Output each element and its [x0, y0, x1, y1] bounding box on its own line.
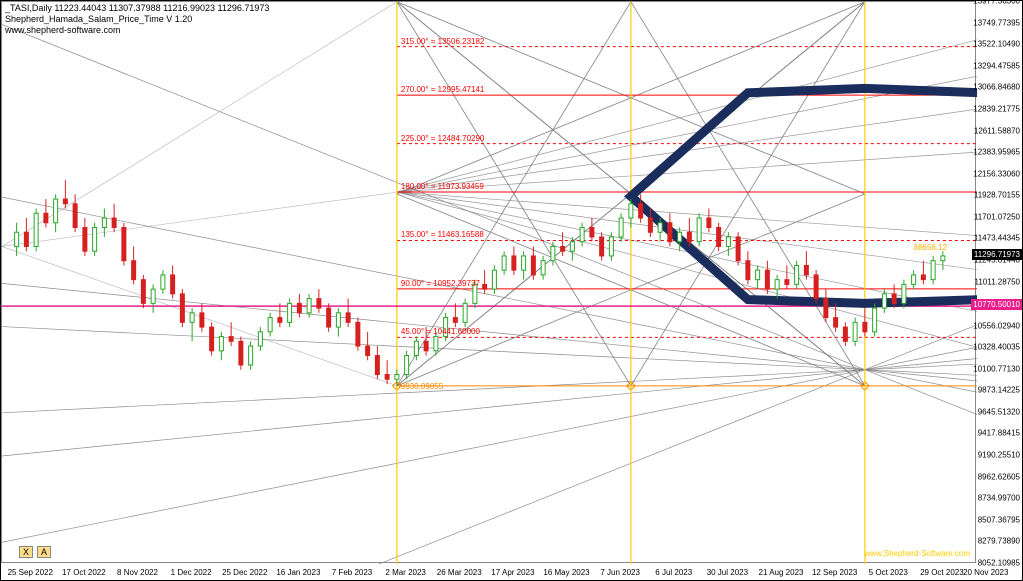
- x-tick: 25 Dec 2022: [222, 568, 267, 577]
- x-tick: 17 Apr 2023: [491, 568, 534, 577]
- y-axis: 13977.36300 13749.77395 13522.10490 13294.4…: [974, 1, 1022, 563]
- gann-level-label: 45.00° = 10441.60000: [401, 327, 480, 336]
- x-button[interactable]: X: [19, 546, 33, 558]
- x-tick: 7 Feb 2023: [332, 568, 372, 577]
- gann-level-label: 270.00° = 12995.47141: [401, 85, 485, 94]
- y-tick: 11011.28750: [974, 278, 1020, 287]
- x-tick: 6 Jul 2023: [655, 568, 692, 577]
- gann-level-label: 90.00° = 10952.39737: [401, 279, 480, 288]
- gann-level-label: 180.00° = 11973.93459: [401, 182, 484, 191]
- x-tick: 25 Sep 2022: [8, 568, 53, 577]
- header-line2: Shepherd_Hamada_Salam_Price_Time V 1.20: [5, 14, 269, 25]
- y-tick: 13066.84680: [973, 83, 1020, 92]
- x-tick: 29 Oct 2023: [920, 568, 964, 577]
- y-tick: 9873.14225: [978, 386, 1020, 395]
- y-tick: 12839.21775: [973, 104, 1020, 113]
- y-tick: 13977.36300: [973, 0, 1020, 6]
- y-tick: 8962.62605: [978, 472, 1020, 481]
- y-tick: 10556.02940: [973, 321, 1020, 330]
- y-tick: 8507.36795: [978, 515, 1020, 524]
- y-tick: 10328.40035: [973, 343, 1020, 352]
- y-tick: 8734.99700: [978, 494, 1020, 503]
- header-line1: _TASI,Daily 11223.44043 11307.37988 1121…: [5, 3, 269, 14]
- y-tick: 12611.58870: [974, 126, 1020, 135]
- y-tick: 8279.73890: [978, 537, 1020, 546]
- x-tick: 8 Nov 2022: [117, 568, 158, 577]
- x-tick: 20 Nov 2023: [963, 568, 1008, 577]
- y-tick: 9645.51320: [978, 407, 1020, 416]
- a-button[interactable]: A: [37, 546, 51, 558]
- current-price-box: 11296.71973: [972, 249, 1022, 260]
- y-tick: 11928.70155: [974, 191, 1020, 200]
- pink-price-box: 10770.50010: [971, 299, 1022, 310]
- x-tick: 5 Oct 2023: [869, 568, 908, 577]
- orange-base-label: 9930.09055: [401, 382, 443, 391]
- chart-svg: [2, 2, 977, 564]
- y-tick: 13294.47585: [973, 61, 1020, 70]
- x-tick: 21 Aug 2023: [759, 568, 804, 577]
- y-tick: 13522.10490: [973, 40, 1020, 49]
- y-tick: 8052.10985: [978, 559, 1020, 568]
- chart-plot-area[interactable]: 315.00° = 13506.23182 270.00° = 12995.471…: [1, 1, 976, 563]
- y-tick: 11701.07250: [974, 212, 1020, 221]
- x-tick: 26 Mar 2023: [437, 568, 482, 577]
- y-tick: 12156.33060: [973, 169, 1020, 178]
- y-tick: 9417.88415: [978, 429, 1020, 438]
- gann-level-label: 225.00° = 12484.70290: [401, 134, 485, 143]
- x-tick: 16 Jan 2023: [276, 568, 320, 577]
- y-tick: 12383.95965: [973, 148, 1020, 157]
- header-line3: www.shepherd-software.com: [5, 25, 269, 36]
- y-tick: 10100.77130: [973, 364, 1020, 373]
- chart-container: _TASI,Daily 11223.44043 11307.37988 1121…: [0, 0, 1023, 581]
- y-tick: 9190.25510: [978, 451, 1020, 460]
- x-tick: 16 May 2023: [543, 568, 589, 577]
- x-tick: 12 Sep 2023: [812, 568, 857, 577]
- gann-level-label: 315.00° = 13506.23182: [401, 37, 485, 46]
- x-tick: 7 Jun 2023: [600, 568, 640, 577]
- y-tick: 11473.44345: [974, 234, 1020, 243]
- chart-header: _TASI,Daily 11223.44043 11307.37988 1121…: [5, 3, 269, 35]
- gann-level-label: 135.00° = 11463.16588: [401, 230, 484, 239]
- watermark: www.Shepherd-Software.com: [865, 549, 970, 558]
- x-tick: 2 Mar 2023: [385, 568, 425, 577]
- x-tick: 1 Dec 2022: [171, 568, 212, 577]
- y-tick: 13749.77395: [973, 18, 1020, 27]
- cursor-price-label: 88656.12: [914, 243, 947, 252]
- x-axis: 25 Sep 2022 17 Oct 2022 8 Nov 2022 1 Dec 20…: [1, 562, 976, 580]
- x-tick: 17 Oct 2022: [62, 568, 106, 577]
- x-tick: 30 Jul 2023: [707, 568, 748, 577]
